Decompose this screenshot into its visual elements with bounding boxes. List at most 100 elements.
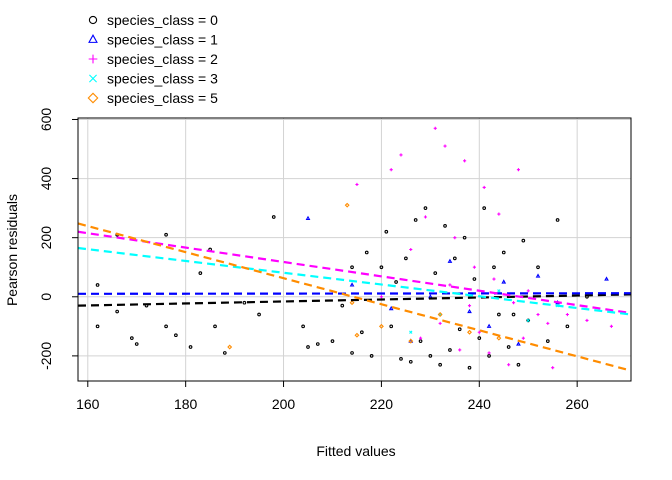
data-point [511, 301, 516, 305]
data-point [492, 265, 496, 270]
fit-line-series-1 [77, 292, 632, 295]
series-0-points [95, 206, 589, 370]
y-tick-label: 0 [38, 293, 54, 301]
legend-label-3: species_class = 3 [107, 71, 218, 87]
data-point [306, 345, 310, 349]
data-point [188, 345, 193, 349]
data-point [472, 277, 477, 281]
data-point [565, 312, 569, 317]
data-point [501, 250, 506, 255]
data-point [378, 323, 384, 329]
legend-label-2: species_class = 2 [107, 51, 218, 67]
data-point [305, 215, 311, 221]
data-point [535, 273, 541, 278]
data-point [222, 351, 227, 355]
data-point [399, 153, 403, 157]
data-point [384, 229, 389, 234]
data-point [516, 168, 521, 172]
data-point [467, 329, 472, 335]
x-tick-label: 200 [272, 396, 296, 412]
data-point [486, 323, 492, 328]
data-point [516, 341, 521, 346]
data-point [379, 295, 383, 299]
data-point [487, 354, 491, 358]
data-point [354, 332, 360, 338]
y-axis-label: Pearson residuals [4, 194, 20, 306]
data-point [404, 256, 408, 261]
data-point [349, 300, 355, 306]
data-point [164, 324, 168, 329]
data-point [379, 265, 384, 270]
fit-lines [77, 222, 632, 372]
data-point [447, 258, 453, 263]
y-tick-label: -200 [38, 342, 54, 370]
data-point [129, 336, 134, 341]
data-point [477, 336, 482, 341]
series-2-points [355, 126, 613, 370]
series-4-points [227, 202, 502, 350]
data-point [437, 312, 443, 317]
data-point [164, 232, 168, 237]
data-point [418, 339, 423, 343]
data-point [95, 283, 100, 287]
data-point [526, 318, 531, 323]
data-point [536, 312, 540, 317]
data-point [408, 359, 413, 364]
legend-label-4: species_class = 5 [107, 90, 218, 106]
data-point [95, 324, 100, 329]
data-point [457, 327, 462, 332]
data-point [452, 256, 457, 261]
data-point [227, 344, 233, 350]
data-point [301, 324, 305, 329]
fit-line-series-3 [77, 246, 632, 316]
legend-marker-4 [87, 92, 99, 104]
data-point [526, 318, 530, 323]
data-point [423, 206, 428, 210]
data-point [174, 333, 178, 338]
data-point [350, 351, 354, 355]
legend-marker-2 [88, 54, 98, 64]
x-axis-label: Fitted values [316, 443, 395, 459]
data-point [463, 159, 467, 163]
data-point [501, 279, 507, 284]
data-point [134, 342, 139, 346]
legend-label-1: species_class = 1 [107, 32, 218, 48]
data-point [423, 215, 428, 219]
grid [78, 118, 631, 381]
data-point [115, 309, 120, 314]
data-point [472, 265, 476, 269]
data-point [349, 282, 355, 287]
y-tick-label: 200 [38, 226, 54, 250]
data-point [492, 277, 496, 281]
x-tick-label: 260 [565, 396, 589, 412]
data-point [364, 250, 369, 255]
data-point [448, 283, 452, 287]
data-point [257, 312, 261, 317]
fit-line-series-4 [77, 222, 632, 372]
data-point [545, 339, 550, 343]
data-point [551, 366, 555, 370]
data-point [389, 324, 394, 329]
data-point [482, 206, 487, 210]
data-point [496, 335, 502, 341]
data-point [409, 330, 413, 334]
data-point [409, 247, 413, 252]
data-point [516, 362, 521, 367]
data-point [609, 324, 613, 328]
data-point [546, 321, 550, 325]
data-point [419, 336, 423, 340]
data-point [394, 280, 398, 284]
data-point [507, 363, 511, 367]
data-point [315, 342, 320, 346]
data-point [369, 354, 374, 358]
y-tick-label: 400 [38, 167, 54, 191]
data-point [388, 305, 394, 311]
data-point [467, 365, 472, 370]
data-point [443, 144, 447, 148]
fit-line-series-2 [77, 230, 632, 315]
fit-line-series-0 [77, 293, 632, 307]
x-tick-label: 180 [174, 396, 198, 412]
legend-marker-1 [88, 34, 98, 43]
data-point [536, 265, 540, 270]
